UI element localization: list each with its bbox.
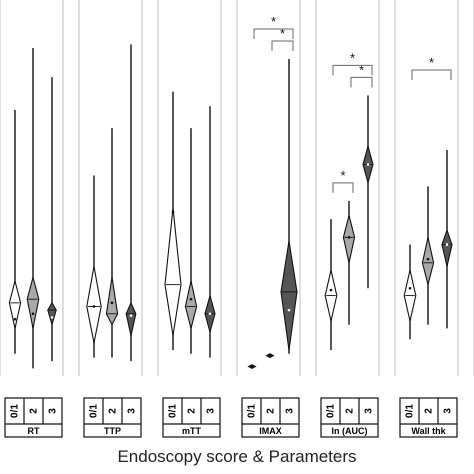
violin-body: [105, 277, 119, 326]
group-label: 3: [206, 408, 217, 414]
violin-body: [125, 301, 137, 336]
mean-dot: [129, 314, 133, 317]
mean-dot: [189, 297, 193, 301]
mean-dot: [426, 257, 430, 261]
group-label: 3: [285, 408, 296, 414]
panel-name: ln (AUC): [332, 426, 368, 436]
mean-dot: [445, 243, 449, 246]
mean-dot: [250, 365, 254, 368]
violin-body: [8, 280, 22, 329]
panel-name: IMAX: [259, 426, 282, 436]
panel-name: TTP: [104, 426, 121, 436]
group-label: 2: [424, 408, 435, 414]
group-label: 2: [187, 408, 198, 414]
mean-dot: [110, 301, 114, 305]
significance-marker: *: [350, 50, 355, 65]
label-box: [4, 397, 63, 438]
significance-marker: *: [271, 14, 276, 29]
label-box: [162, 397, 221, 438]
group-label: 3: [48, 408, 59, 414]
violin-body: [164, 208, 182, 336]
significance-marker: *: [429, 55, 434, 70]
significance-marker: *: [359, 62, 364, 77]
group-label: 0/1: [168, 404, 179, 418]
mean-dot: [268, 354, 272, 357]
label-box: [241, 397, 300, 438]
mean-dot: [287, 308, 291, 312]
violin-body: [184, 280, 198, 329]
mean-dot: [347, 236, 351, 239]
mean-dot: [408, 286, 412, 290]
group-label: 2: [108, 408, 119, 414]
label-box: [83, 397, 142, 438]
violin-body: [421, 237, 435, 285]
violin-body: [86, 266, 102, 343]
significance-bracket: [253, 28, 294, 39]
significance-bracket: [350, 76, 373, 88]
group-label: 2: [345, 408, 356, 414]
violin-body: [280, 240, 298, 351]
mean-dot: [208, 312, 212, 316]
label-box: [320, 397, 379, 438]
group-label: 0/1: [89, 404, 100, 418]
panel-name: Wall thk: [411, 426, 446, 436]
panel-name: mTT: [182, 426, 202, 436]
panel-name: RT: [28, 426, 40, 436]
significance-bracket: [411, 69, 452, 80]
significance-marker: *: [280, 26, 285, 41]
group-label: 0/1: [326, 404, 337, 418]
label-box: [399, 397, 458, 438]
significance-bracket: [332, 64, 373, 76]
violin-body: [47, 301, 57, 327]
mean-dot: [13, 317, 17, 321]
significance-bracket: [332, 182, 354, 193]
chart-caption: Endoscopy score & Parameters: [117, 447, 357, 466]
group-label: 3: [127, 408, 138, 414]
group-label: 0/1: [405, 404, 416, 418]
group-label: 3: [364, 408, 375, 414]
mean-dot: [92, 305, 96, 308]
group-label: 3: [443, 408, 454, 414]
violin-body: [26, 275, 40, 329]
mean-dot: [50, 316, 54, 319]
group-label: 2: [29, 408, 40, 414]
group-label: 0/1: [10, 404, 21, 418]
mean-dot: [366, 163, 370, 166]
mean-dot: [171, 210, 175, 214]
mean-dot: [31, 312, 35, 316]
significance-marker: *: [340, 168, 345, 183]
group-label: 2: [266, 408, 277, 414]
violin-body: [441, 228, 453, 267]
mean-dot: [329, 288, 333, 292]
group-label: 0/1: [247, 404, 258, 418]
violin-body: [342, 215, 356, 263]
significance-bracket: [271, 40, 294, 51]
